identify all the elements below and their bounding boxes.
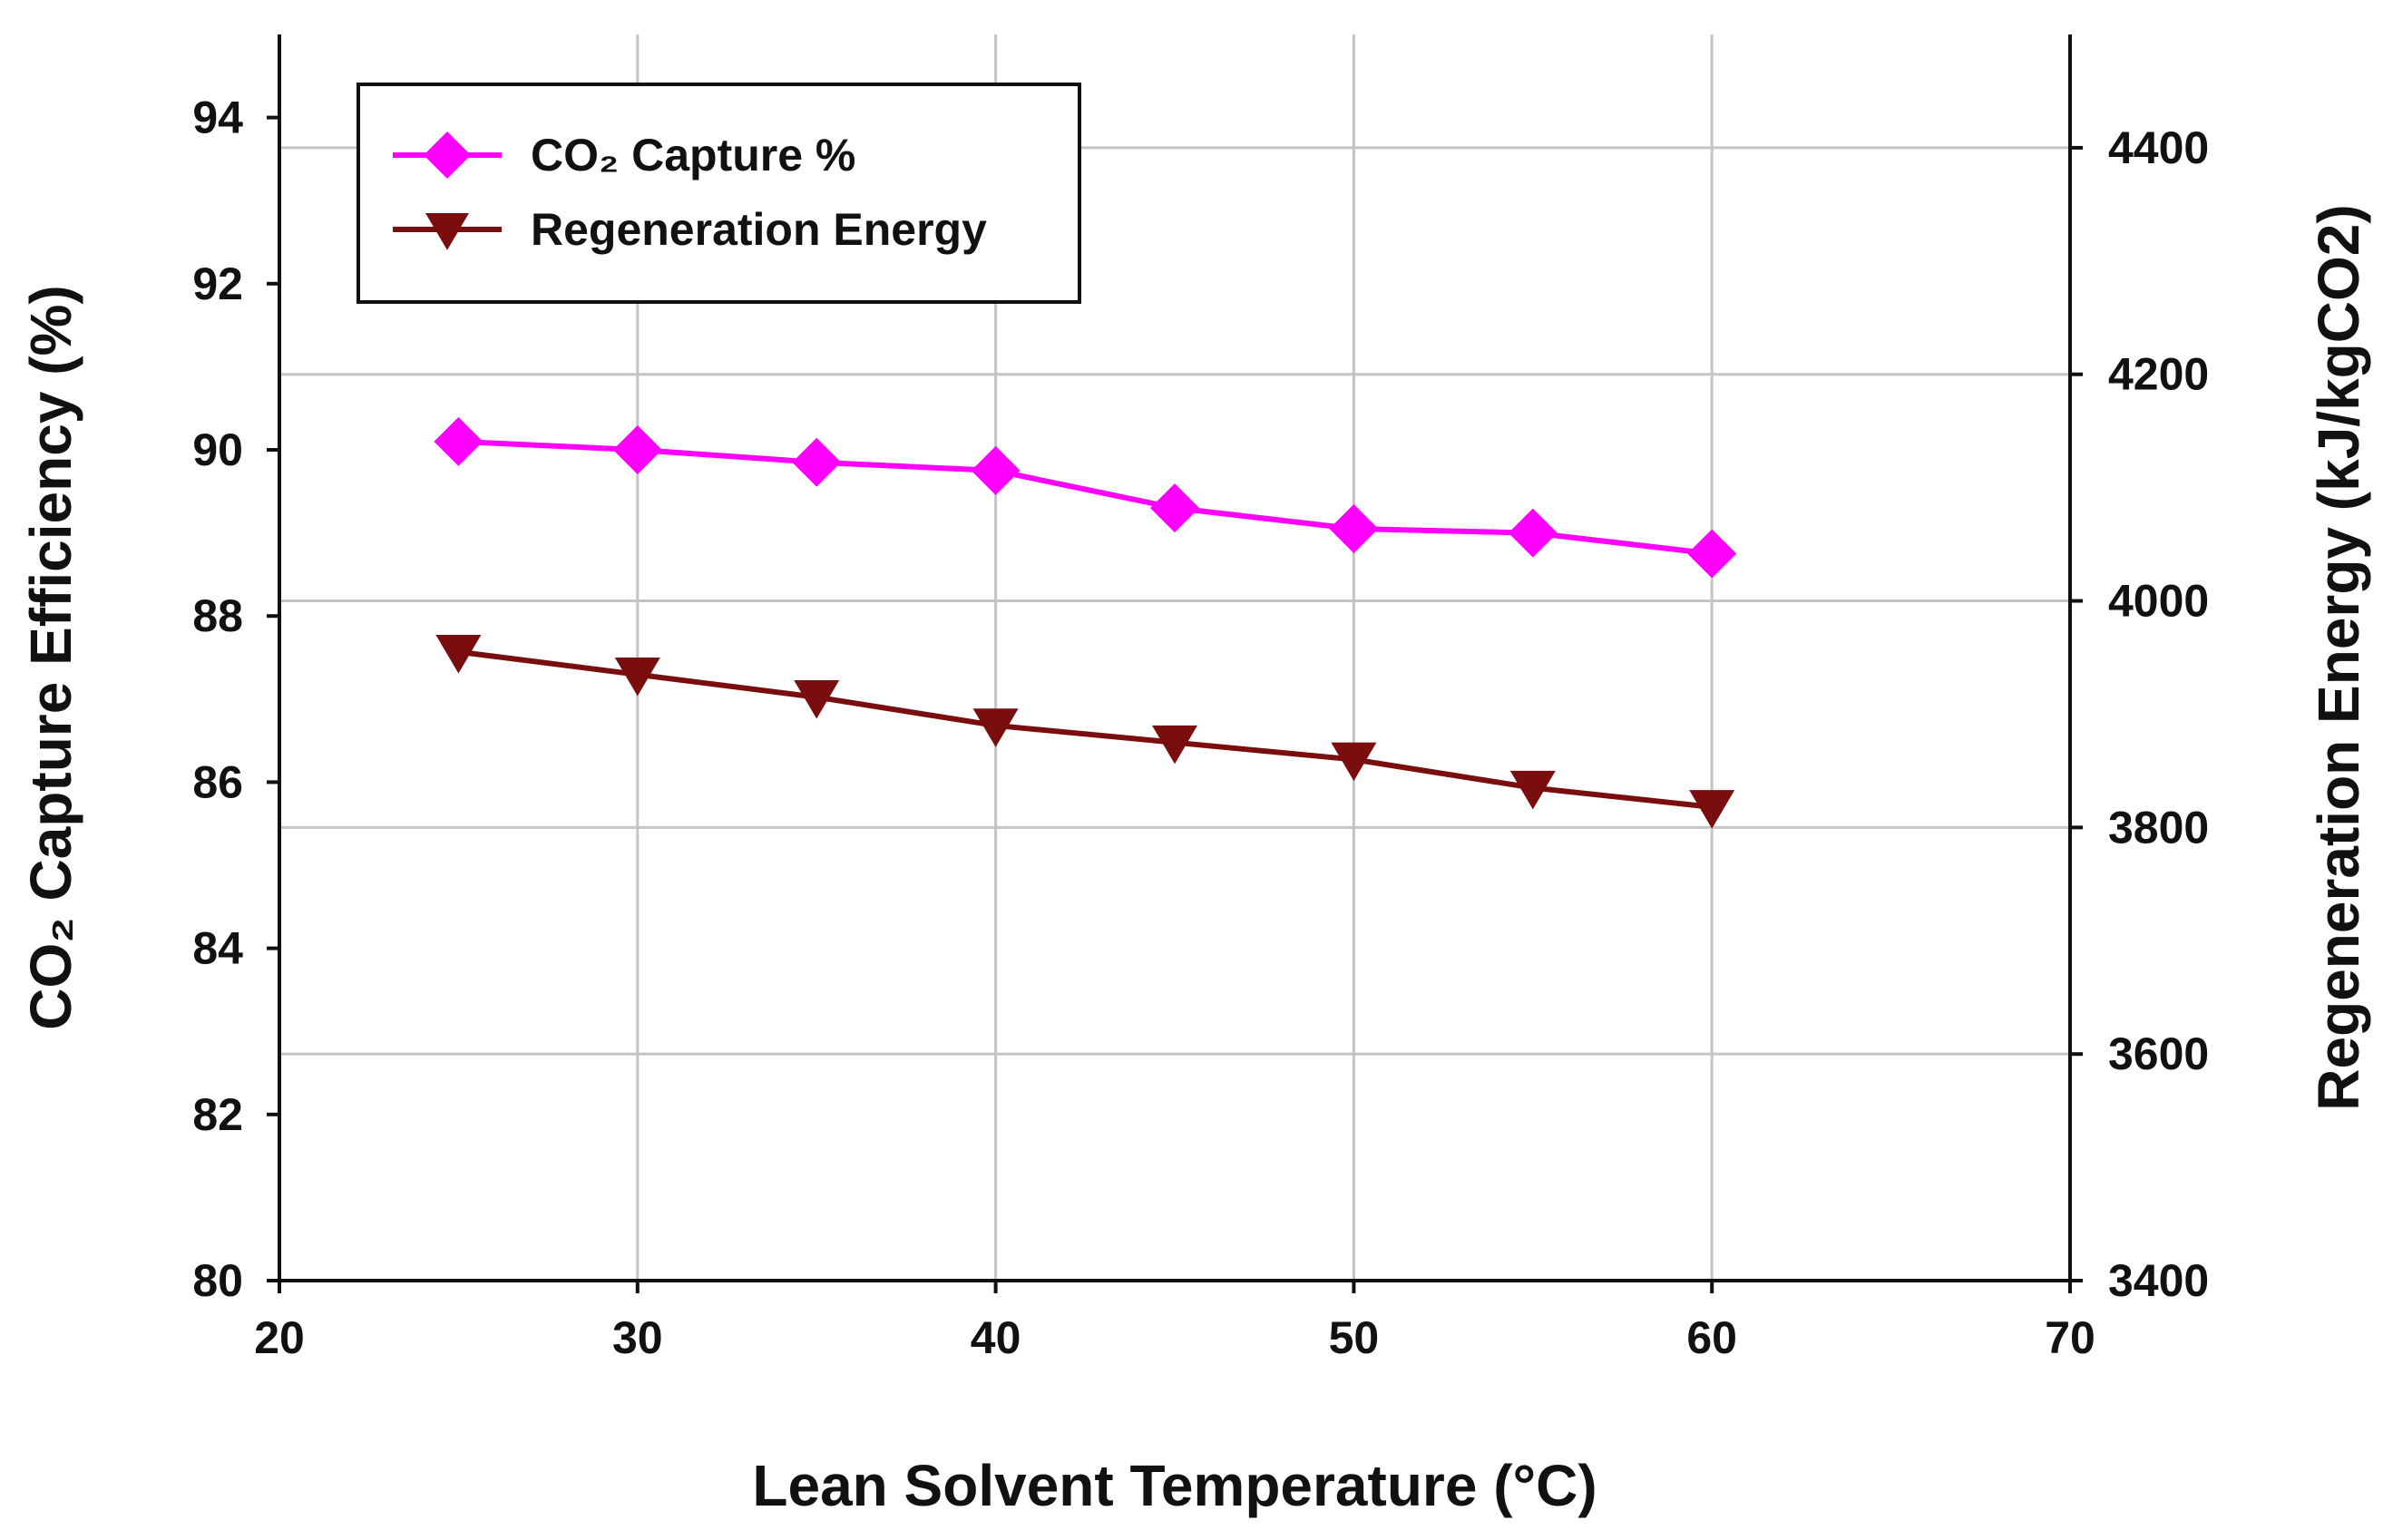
x-tick-label: 60 [1686,1312,1737,1363]
data-point-diamond [1508,508,1558,558]
data-point-diamond [612,425,662,474]
data-point-triangle [972,708,1019,747]
data-point-diamond [434,416,483,466]
x-tick-label: 20 [254,1312,305,1363]
data-point-triangle [1152,725,1197,765]
data-point-diamond [1687,529,1737,579]
y-tick-label: 84 [192,923,243,974]
data-point-triangle [435,635,482,674]
x-axis-title: Lean Solvent Temperature (°C) [752,1453,1597,1518]
legend-marker-triangle [425,213,469,250]
y2-tick-label: 3800 [2108,802,2209,853]
data-point-diamond [971,445,1021,495]
x-tick-label: 40 [971,1312,1021,1363]
series-regeneration-energy [435,635,1735,829]
y2-tick-label: 4000 [2108,576,2209,627]
x-tick-label: 30 [612,1312,663,1363]
y2-tick-label: 3600 [2108,1028,2209,1079]
y-tick-label: 80 [192,1255,243,1306]
series-layer [434,416,1737,829]
data-point-diamond [792,437,842,487]
series-co2-capture [434,416,1737,579]
data-point-diamond [1150,483,1199,533]
data-point-triangle [1689,790,1735,829]
data-point-triangle [614,657,660,697]
x-tick-label: 50 [1329,1312,1380,1363]
y-tick-label: 88 [192,590,243,641]
y-tick-label: 94 [192,93,243,143]
axes: 20 30 40 50 60 70 80 82 84 86 88 90 92 94 3400 3600 3800… [18,34,2371,1518]
data-point-triangle [1509,770,1556,810]
series-line [458,438,1713,557]
y2-axis-title: Regeneration Energy (kJ/kgCO2) [2306,204,2371,1110]
legend-marker-diamond [424,132,471,179]
y-tick-label: 82 [192,1089,243,1140]
legend-label: CO₂ Capture % [531,130,855,180]
series-line [458,648,1713,810]
y2-tick-label: 4400 [2108,122,2209,173]
x-tick-label: 70 [2045,1312,2095,1363]
y2-tick-label: 3400 [2108,1255,2209,1306]
y-tick-label: 90 [192,424,243,475]
data-point-triangle [1331,742,1377,782]
legend-box [357,83,1081,304]
y-axis-title: CO₂ Capture Efficiency (%) [18,285,83,1029]
y-tick-label: 86 [192,756,243,807]
legend: CO₂ Capture % Regeneration Energy [357,83,1081,304]
data-point-triangle [794,679,840,719]
data-point-diamond [1329,504,1379,554]
y-tick-label: 92 [192,258,243,309]
y2-tick-label: 4200 [2108,349,2209,400]
legend-label: Regeneration Energy [531,204,987,255]
